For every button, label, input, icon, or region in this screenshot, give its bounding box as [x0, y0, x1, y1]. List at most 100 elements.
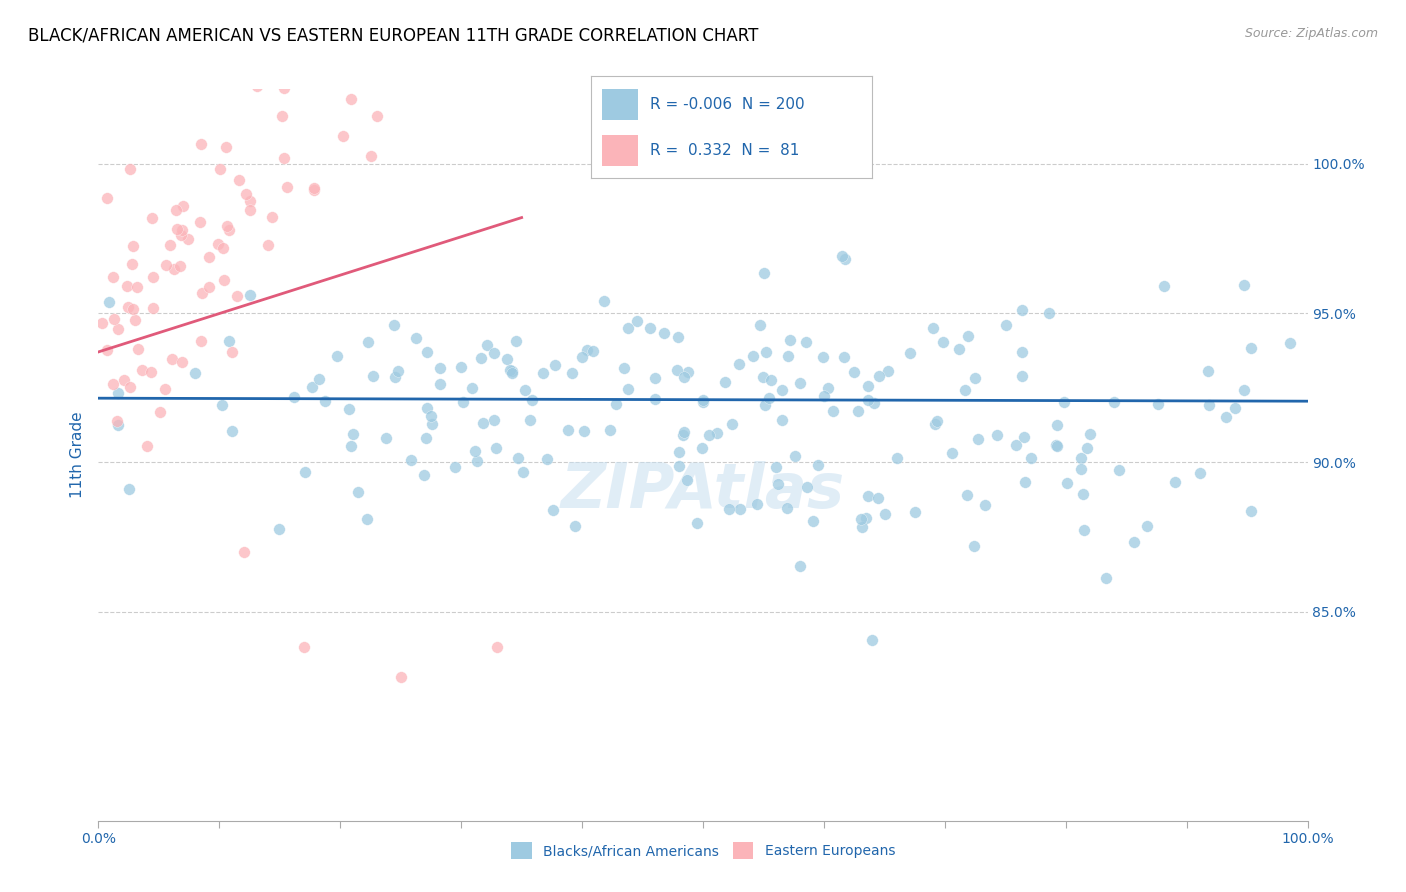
- Point: [1197, 364, 1219, 378]
- Point: [103, 311, 125, 326]
- Point: [860, 632, 883, 647]
- Point: [965, 370, 987, 384]
- Point: [214, 140, 236, 154]
- Point: [360, 149, 382, 163]
- Point: [796, 480, 818, 494]
- Point: [252, 75, 274, 89]
- Point: [340, 92, 363, 106]
- Point: [142, 269, 165, 284]
- Point: [776, 349, 799, 363]
- Point: [485, 441, 508, 455]
- Point: [399, 452, 422, 467]
- Point: [420, 417, 443, 432]
- Point: [673, 369, 696, 384]
- Point: [557, 423, 579, 437]
- Point: [444, 460, 467, 475]
- Point: [789, 558, 811, 573]
- Point: [742, 350, 765, 364]
- Point: [155, 258, 177, 272]
- Point: [221, 344, 243, 359]
- Point: [482, 346, 505, 360]
- Point: [1164, 475, 1187, 489]
- Point: [1122, 534, 1144, 549]
- Point: [956, 329, 979, 343]
- Point: [172, 355, 194, 369]
- Point: [218, 334, 240, 348]
- Point: [666, 330, 689, 344]
- Point: [1225, 401, 1247, 416]
- Point: [125, 279, 148, 293]
- Point: [676, 365, 699, 379]
- Point: [337, 401, 360, 416]
- Text: R =  0.332  N =  81: R = 0.332 N = 81: [650, 144, 799, 158]
- Point: [246, 78, 269, 93]
- Point: [779, 333, 801, 347]
- Point: [613, 360, 636, 375]
- Point: [1278, 336, 1301, 351]
- Point: [190, 334, 212, 348]
- Point: [122, 239, 145, 253]
- Text: BLACK/AFRICAN AMERICAN VS EASTERN EUROPEAN 11TH GRADE CORRELATION CHART: BLACK/AFRICAN AMERICAN VS EASTERN EUROPE…: [28, 27, 758, 45]
- Point: [239, 194, 262, 208]
- Point: [198, 279, 221, 293]
- Point: [673, 425, 696, 440]
- Point: [948, 342, 970, 356]
- Point: [856, 393, 879, 408]
- Point: [257, 237, 280, 252]
- Point: [212, 273, 235, 287]
- Point: [292, 640, 315, 655]
- Point: [304, 181, 326, 195]
- Point: [832, 350, 855, 364]
- Point: [561, 366, 583, 380]
- Point: [429, 377, 451, 392]
- Point: [314, 394, 336, 409]
- Point: [117, 300, 139, 314]
- Point: [218, 222, 240, 236]
- Point: [141, 211, 163, 226]
- Point: [876, 364, 898, 378]
- Point: [101, 377, 124, 392]
- Point: [956, 488, 979, 502]
- Point: [444, 14, 467, 29]
- Point: [170, 223, 193, 237]
- Point: [301, 380, 323, 394]
- Point: [107, 417, 129, 432]
- Point: [294, 466, 316, 480]
- Point: [868, 368, 890, 383]
- Point: [470, 351, 492, 366]
- Point: [118, 161, 141, 176]
- Point: [382, 318, 405, 332]
- Point: [276, 180, 298, 194]
- Point: [966, 432, 988, 446]
- Point: [626, 314, 648, 328]
- Point: [326, 349, 349, 363]
- Point: [120, 380, 142, 394]
- Point: [1153, 278, 1175, 293]
- Point: [101, 270, 124, 285]
- Point: [105, 414, 128, 428]
- Point: [482, 413, 505, 427]
- Point: [697, 428, 720, 442]
- Point: [1136, 519, 1159, 533]
- Point: [170, 227, 193, 242]
- Point: [471, 416, 494, 430]
- Point: [357, 335, 380, 350]
- Point: [849, 511, 872, 525]
- Point: [1011, 344, 1033, 359]
- Point: [745, 497, 768, 511]
- Point: [512, 465, 534, 479]
- Point: [460, 381, 482, 395]
- Point: [148, 405, 170, 419]
- Point: [652, 326, 675, 340]
- Point: [875, 507, 897, 521]
- Point: [122, 301, 145, 316]
- Point: [770, 413, 793, 427]
- Point: [90, 316, 112, 330]
- Point: [262, 211, 284, 225]
- Point: [420, 409, 443, 423]
- Point: [499, 363, 522, 377]
- Point: [575, 343, 598, 357]
- Point: [283, 390, 305, 404]
- Point: [486, 640, 509, 655]
- Point: [200, 64, 222, 78]
